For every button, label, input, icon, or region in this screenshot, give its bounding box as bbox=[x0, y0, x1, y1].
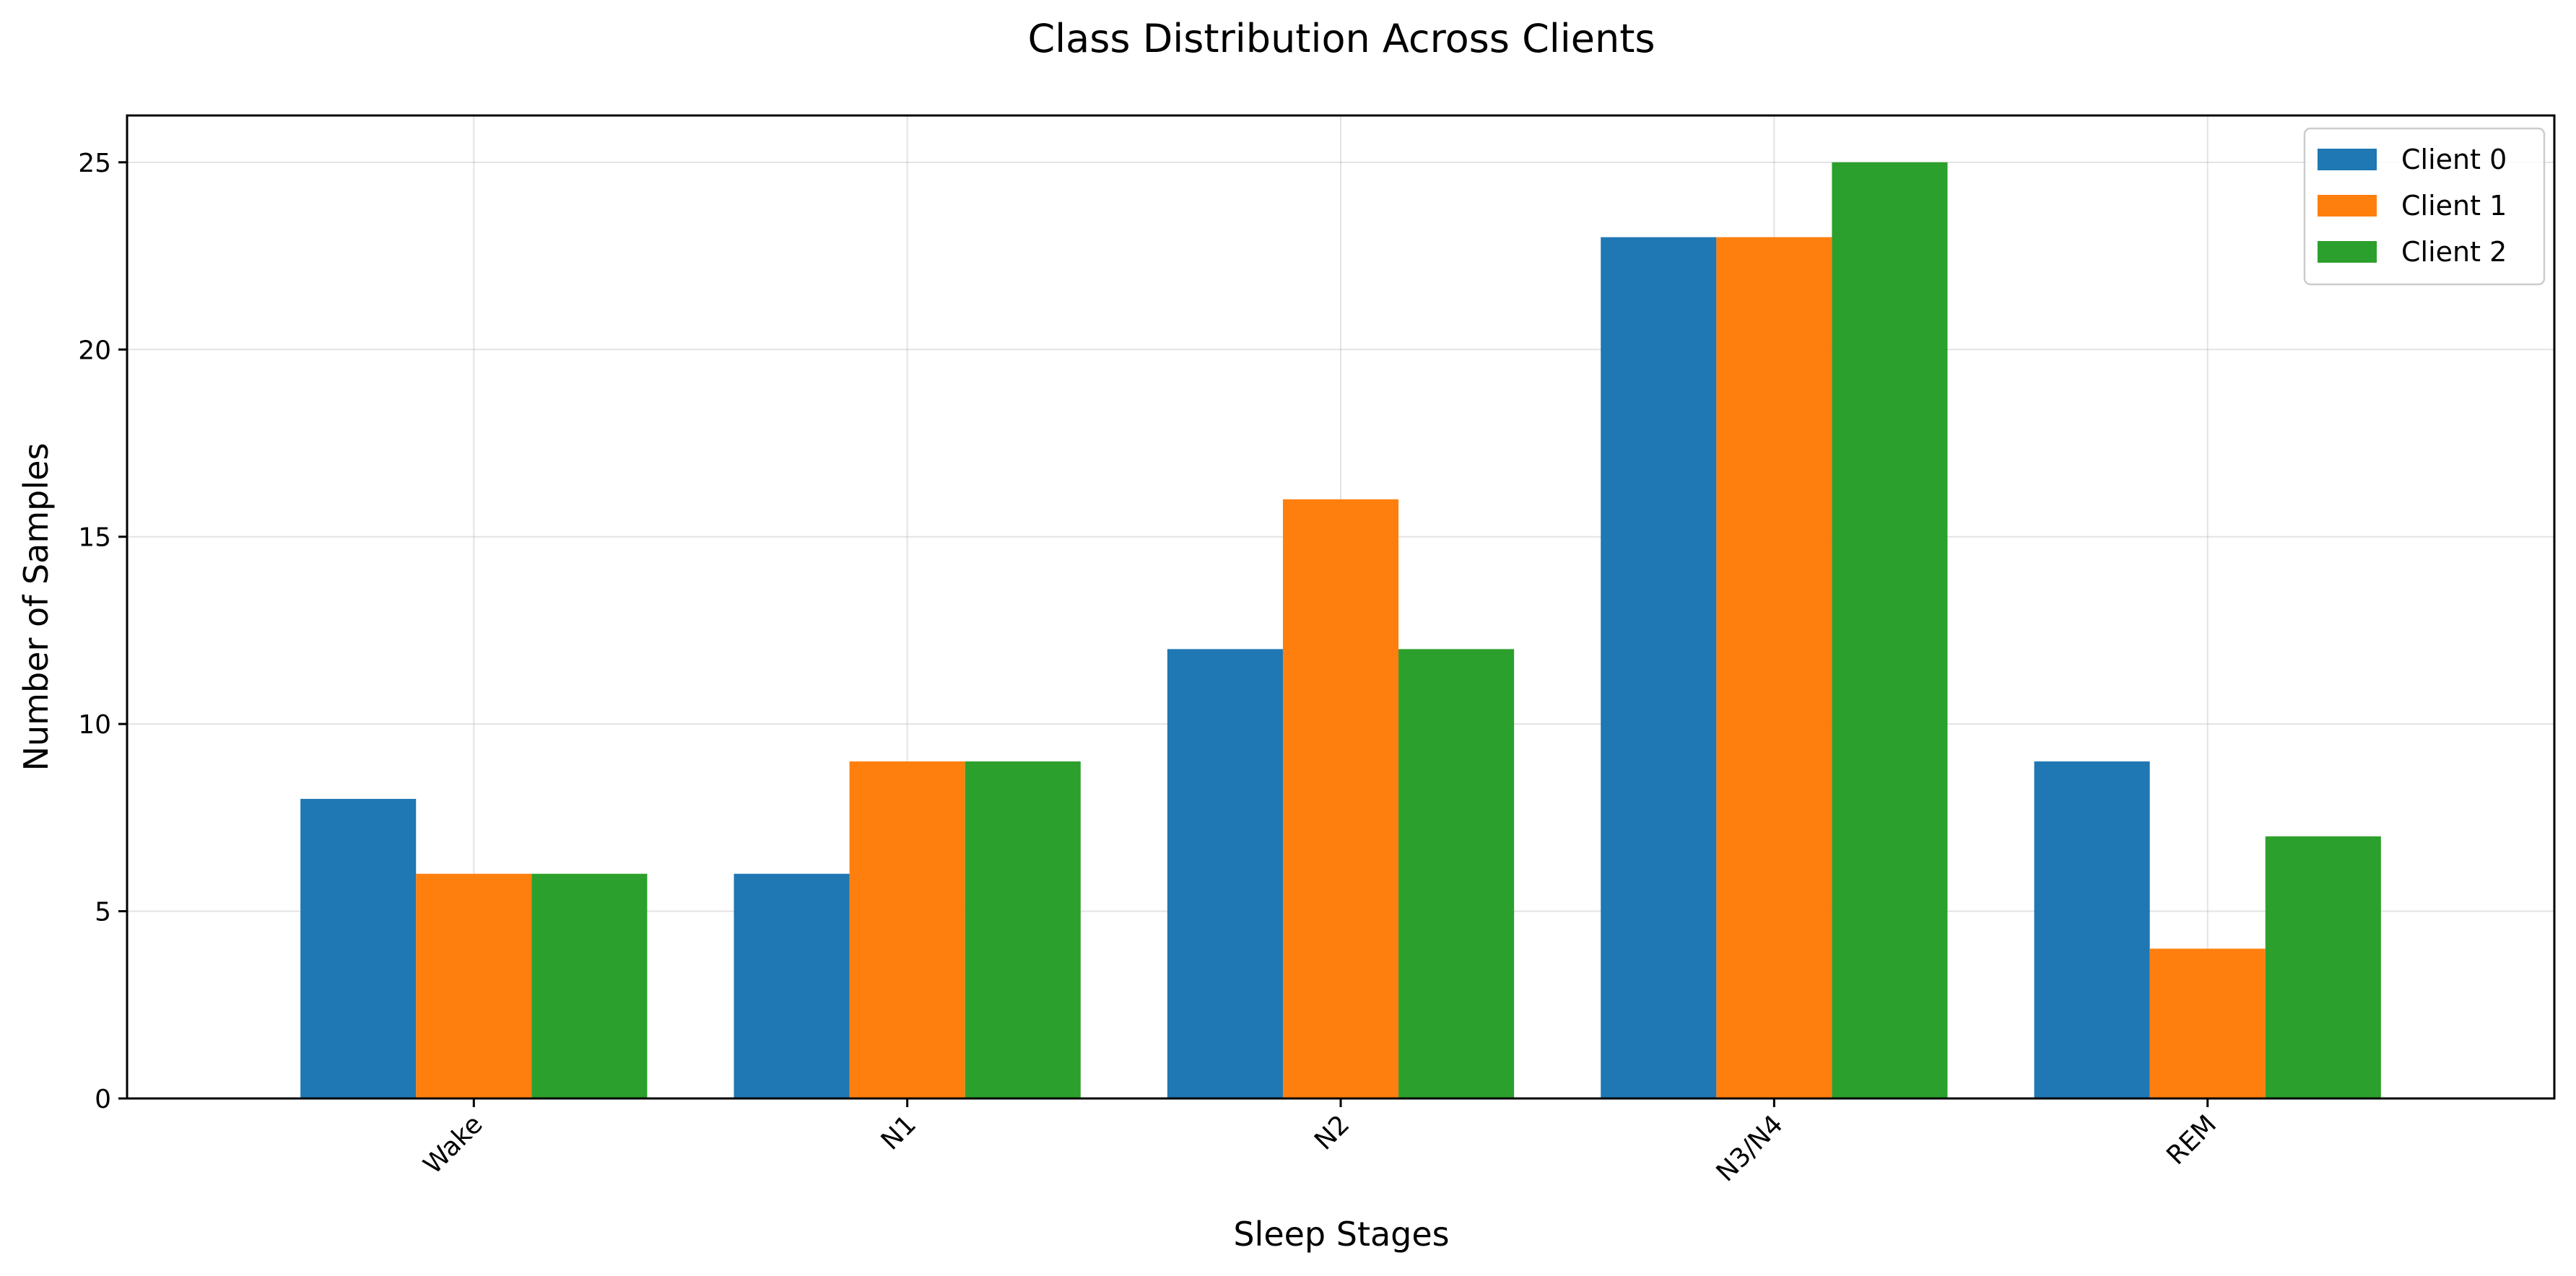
x-axis-ticks: Wake N1 N2 N3/N4 REM bbox=[418, 1098, 2222, 1187]
x-axis-label: Sleep Stages bbox=[1233, 1215, 1449, 1254]
bar-client-2-n3-n4 bbox=[1832, 162, 1948, 1098]
y-tick-label: 0 bbox=[95, 1085, 111, 1114]
bar-client-0-wake bbox=[300, 798, 417, 1098]
bar-client-1-n3-n4 bbox=[1716, 237, 1832, 1099]
bar-client-0-rem bbox=[2034, 761, 2150, 1098]
legend-label: Client 1 bbox=[2401, 190, 2507, 222]
bar-client-0-n1 bbox=[734, 873, 850, 1098]
x-tick-label: N1 bbox=[876, 1109, 922, 1155]
legend-swatch bbox=[2318, 241, 2377, 263]
bar-client-2-rem bbox=[2265, 836, 2381, 1098]
bar-client-0-n3-n4 bbox=[1601, 237, 1717, 1099]
bar-client-1-wake bbox=[416, 873, 532, 1098]
y-tick-label: 20 bbox=[78, 336, 111, 365]
bar-client-2-n2 bbox=[1398, 649, 1515, 1098]
legend-swatch bbox=[2318, 149, 2377, 170]
bars bbox=[300, 162, 2381, 1099]
legend-label: Client 2 bbox=[2401, 236, 2507, 268]
y-tick-label: 10 bbox=[78, 710, 111, 740]
y-tick-label: 5 bbox=[95, 898, 111, 927]
x-tick-label: Wake bbox=[418, 1109, 489, 1180]
bar-client-0-n2 bbox=[1167, 649, 1283, 1098]
chart-title: Class Distribution Across Clients bbox=[1027, 16, 1655, 61]
x-tick-label: N2 bbox=[1309, 1109, 1355, 1155]
bar-client-1-n2 bbox=[1282, 499, 1399, 1098]
legend-label: Client 0 bbox=[2401, 144, 2507, 175]
y-tick-label: 15 bbox=[78, 523, 111, 553]
x-tick-label: REM bbox=[2161, 1109, 2222, 1171]
x-tick-label: N3/N4 bbox=[1711, 1109, 1789, 1187]
bar-client-2-wake bbox=[531, 873, 648, 1098]
bar-client-2-n1 bbox=[965, 761, 1081, 1098]
legend: Client 0 Client 1 Client 2 bbox=[2303, 127, 2546, 286]
y-axis-label: Number of Samples bbox=[17, 443, 56, 772]
bar-client-1-n1 bbox=[849, 761, 965, 1098]
legend-swatch bbox=[2318, 195, 2377, 217]
bar-client-1-rem bbox=[2149, 948, 2266, 1098]
y-tick-label: 25 bbox=[78, 149, 111, 178]
y-axis-ticks: 0 5 10 15 20 25 bbox=[78, 149, 127, 1114]
